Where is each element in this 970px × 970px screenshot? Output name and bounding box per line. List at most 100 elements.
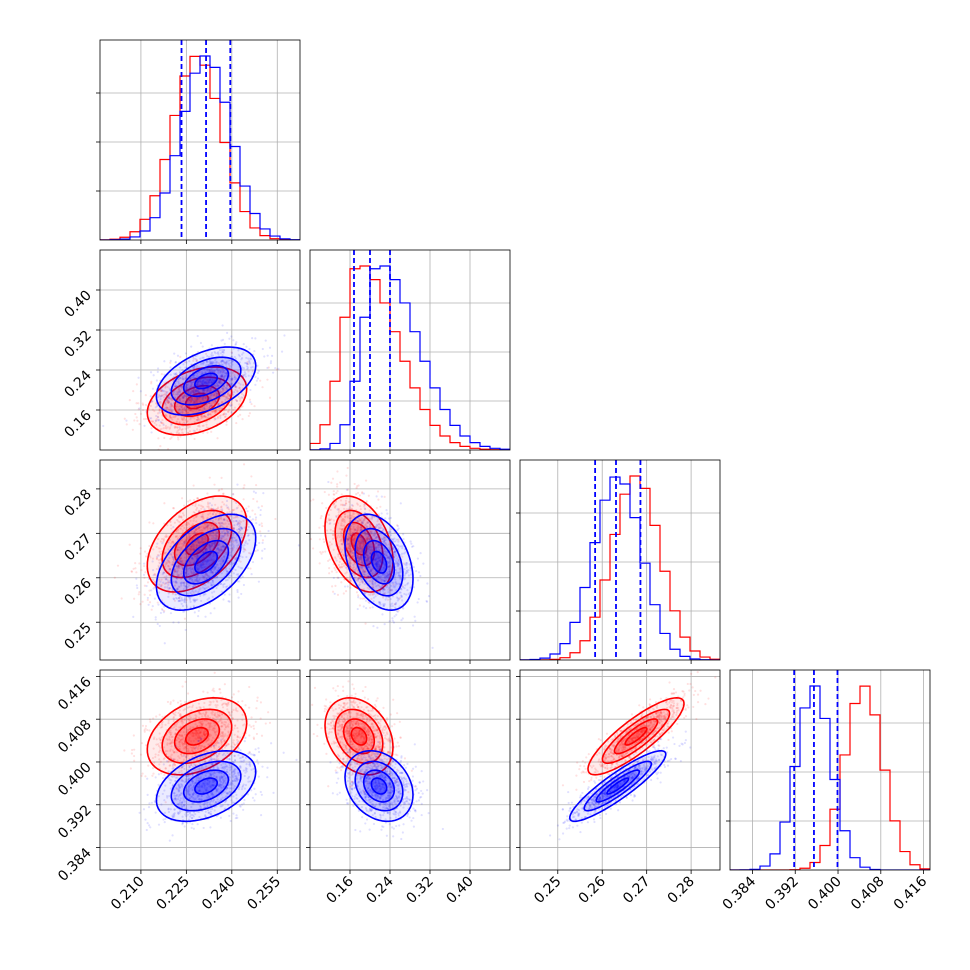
sample-point [222, 388, 225, 391]
sample-point [172, 393, 175, 396]
sample-point [375, 565, 378, 568]
sample-point [163, 586, 167, 589]
sample-point [208, 401, 211, 404]
sample-point [193, 579, 196, 582]
sample-point [361, 542, 364, 545]
sample-point [158, 583, 161, 586]
sample-point [217, 489, 220, 492]
sample-point [208, 389, 212, 393]
sample-point [217, 559, 220, 563]
sample-point [191, 399, 194, 402]
sample-point [381, 537, 384, 540]
sample-point [150, 382, 153, 385]
sample-point [208, 368, 211, 371]
sample-point [198, 396, 201, 399]
sample-point [185, 566, 188, 569]
sample-point [222, 560, 225, 563]
sample-point [198, 566, 201, 569]
sample-point [206, 525, 209, 529]
sample-point [391, 581, 394, 584]
sample-point [165, 561, 169, 564]
sample-point [356, 529, 359, 533]
sample-point [328, 572, 331, 575]
sample-point [167, 400, 170, 403]
sample-point [151, 557, 155, 560]
sample-point [398, 597, 401, 600]
sample-point [241, 375, 245, 378]
panel-1-1 [306, 249, 511, 454]
sample-point [180, 539, 184, 542]
panel-2-0: 0.250.260.270.28 [61, 459, 301, 664]
sample-point [235, 421, 238, 425]
sample-point [211, 497, 215, 500]
sample-point [364, 555, 367, 559]
sample-point [159, 562, 162, 565]
sample-point [367, 536, 370, 540]
sample-point [214, 411, 217, 415]
sample-point [235, 377, 238, 380]
sample-point [347, 544, 351, 547]
sample-point [202, 380, 205, 383]
sample-point [189, 416, 193, 419]
sample-point [363, 503, 366, 506]
sample-point [206, 407, 209, 410]
sample-point [177, 395, 180, 398]
sample-point [374, 526, 377, 529]
sample-point [349, 545, 352, 549]
sample-point [167, 397, 170, 400]
sample-point [249, 388, 252, 392]
sample-point [218, 414, 221, 418]
sample-point [210, 362, 213, 365]
sample-point [220, 390, 224, 394]
sample-point [207, 374, 210, 377]
sample-point [237, 543, 241, 546]
sample-point [209, 404, 213, 408]
sample-point [152, 374, 155, 377]
sample-point [395, 538, 398, 541]
sample-point [195, 508, 198, 512]
sample-point [364, 555, 367, 559]
sample-point [181, 604, 184, 608]
sample-point [182, 418, 185, 422]
sample-point [188, 430, 192, 433]
sample-point [185, 550, 189, 553]
sample-point [171, 555, 174, 558]
sample-point [380, 587, 383, 590]
sample-point [150, 417, 153, 420]
sample-point [195, 384, 198, 387]
sample-point [183, 412, 187, 415]
sample-point [130, 570, 133, 573]
sample-point [195, 366, 198, 369]
sample-point [166, 395, 169, 398]
sample-point [393, 615, 396, 618]
sample-point [160, 421, 163, 425]
sample-point [215, 392, 219, 395]
sample-point [203, 592, 206, 595]
sample-point [146, 598, 149, 602]
sample-point [196, 383, 199, 386]
sample-point [245, 361, 248, 365]
sample-point [358, 545, 362, 548]
sample-point [179, 562, 182, 565]
sample-point [247, 374, 250, 377]
sample-point [211, 410, 214, 414]
sample-point [189, 547, 192, 550]
sample-point [230, 549, 234, 552]
sample-point [232, 546, 235, 549]
sample-point [257, 369, 260, 373]
sample-point [132, 390, 135, 393]
sample-point [215, 392, 219, 395]
sample-point [361, 597, 364, 600]
sample-point [174, 535, 178, 538]
sample-point [194, 399, 198, 402]
sample-point [165, 551, 168, 554]
sample-point [196, 380, 199, 383]
sample-point [198, 526, 201, 530]
sample-point [332, 490, 335, 493]
sample-point [202, 517, 205, 520]
sample-point [176, 418, 180, 421]
sample-point [322, 524, 325, 528]
sample-point [208, 533, 211, 536]
sample-point [163, 390, 166, 393]
sample-point [176, 588, 179, 591]
